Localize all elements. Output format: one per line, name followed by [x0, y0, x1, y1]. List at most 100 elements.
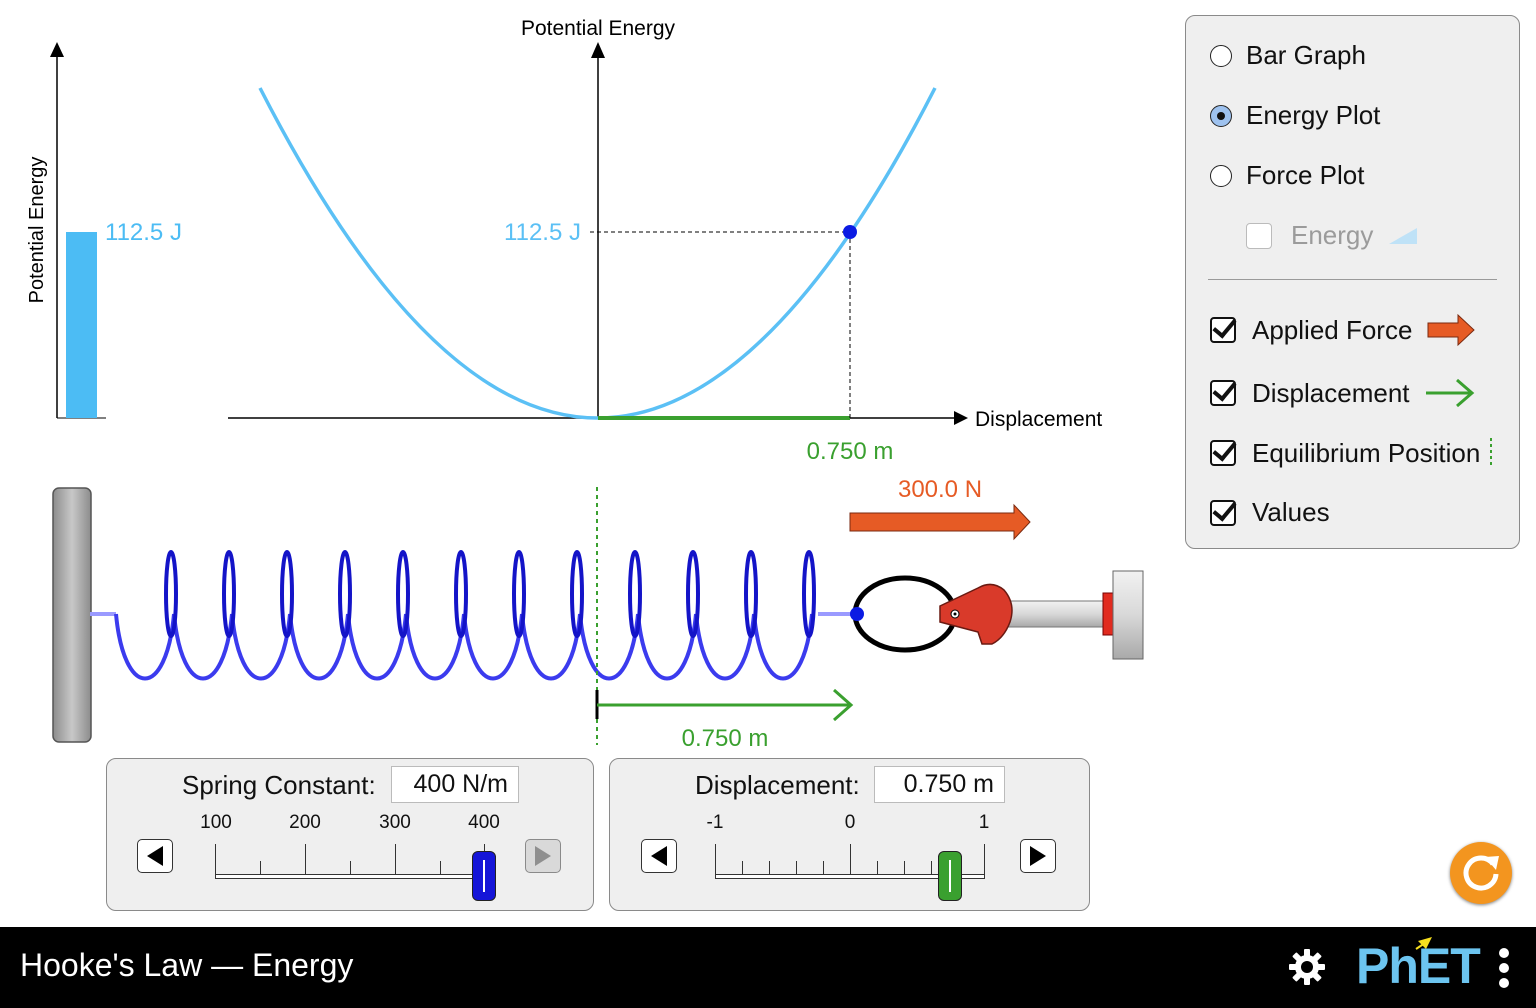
force-plot-label: Force Plot — [1246, 160, 1365, 190]
energy-plot-value-label: 112.5 J — [504, 219, 581, 246]
values-checkbox-box[interactable] — [1210, 499, 1236, 526]
spring-coil-back-segment — [404, 613, 466, 681]
spring-coil-front-segment — [686, 550, 700, 638]
applied-force-arrow-icon — [1427, 313, 1476, 347]
spring-constant-increase-button[interactable] — [525, 839, 561, 873]
force-plot-radio[interactable]: Force Plot — [1210, 160, 1365, 191]
applied-force-arrow — [849, 503, 1031, 541]
spring-coil-back-segment — [230, 613, 292, 681]
spring-constant-tick-100: 100 — [200, 812, 232, 833]
spring-coil-back-segment — [752, 613, 814, 681]
values-checkbox[interactable]: Values — [1210, 497, 1330, 528]
spring-coil-front-segment — [222, 550, 236, 638]
values-label: Values — [1252, 497, 1330, 527]
spring-coil-front-segment — [628, 550, 642, 638]
energy-bar-graph: Potential Energy 112.5 J — [26, 42, 182, 419]
wall — [52, 487, 92, 743]
spring-coil-front-segment — [396, 550, 410, 638]
equilibrium-line-icon — [1490, 438, 1493, 468]
reset-icon — [1463, 855, 1499, 891]
spring-coil-back-segment — [578, 613, 640, 681]
displacement-slider-thumb[interactable] — [938, 851, 962, 901]
spring-constant-decrease-button[interactable] — [137, 839, 173, 873]
displacement-label: Displacement — [1252, 377, 1410, 408]
energy-plot-radio[interactable]: Energy Plot — [1210, 100, 1380, 131]
spring-constant-control: Spring Constant: 400 N/m 100 200 300 400 — [106, 758, 594, 911]
settings-gear-icon[interactable] — [1287, 947, 1327, 987]
displacement-control-title: Displacement: — [695, 770, 860, 800]
energy-point — [843, 225, 857, 239]
displacement-decrease-button[interactable] — [641, 839, 677, 873]
energy-plot-displacement-label: 0.750 m — [807, 438, 894, 465]
left-arrow-icon — [651, 846, 667, 866]
displacement-value-label: 0.750 m — [682, 725, 769, 752]
energy-plot-x-axis-label: Displacement — [975, 408, 1102, 431]
applied-force-checkbox[interactable]: Applied Force — [1210, 313, 1476, 347]
spring-coil-back-segment — [288, 613, 350, 681]
spring-scene: 300.0 N 0.750 m — [52, 476, 1144, 752]
robot-hand[interactable] — [939, 583, 1013, 645]
energy-plot-label: Energy Plot — [1246, 100, 1381, 130]
energy-plot-radio-button[interactable] — [1210, 104, 1232, 127]
spring-coil-front-segment — [744, 550, 758, 638]
bar-graph-label: Bar Graph — [1246, 40, 1366, 70]
equilibrium-position-checkbox-box[interactable] — [1210, 440, 1236, 466]
spring-coil-back-segment — [346, 613, 408, 681]
spring-coil-back-segment — [636, 613, 698, 681]
spring-coil-front-segment — [454, 550, 468, 638]
bar-graph-radio-button[interactable] — [1210, 44, 1232, 67]
energy-triangle-icon — [1389, 227, 1418, 244]
displacement-checkbox[interactable]: Displacement — [1210, 376, 1476, 410]
spring-constant-track[interactable] — [215, 874, 485, 879]
displacement-tick-0: 0 — [844, 812, 856, 833]
phet-logo[interactable]: PhET — [1354, 935, 1486, 999]
phet-logo-graphic — [1415, 937, 1432, 950]
spring-coil-back-segment — [172, 613, 234, 681]
visual-options-panel: Bar Graph Energy Plot Force Plot Energy … — [1185, 15, 1520, 549]
app-title: Hooke's Law — Energy — [20, 947, 354, 983]
displacement-tick-1: 1 — [978, 812, 990, 833]
equilibrium-position-label: Equilibrium Position — [1252, 437, 1481, 468]
equilibrium-position-checkbox[interactable]: Equilibrium Position — [1210, 437, 1494, 469]
phet-logo-text: PhET — [1356, 938, 1481, 994]
spring-coil — [114, 550, 816, 681]
panel-divider — [1208, 279, 1497, 280]
spring-coil-front-segment — [802, 550, 816, 638]
displacement-tick-minus-1: -1 — [706, 812, 724, 833]
more-options-icon[interactable] — [1496, 947, 1512, 989]
spring-constant-title: Spring Constant: — [182, 770, 376, 800]
reset-all-button[interactable] — [1450, 842, 1512, 904]
displacement-checkbox-box[interactable] — [1210, 380, 1236, 406]
spring-coil-back-segment — [520, 613, 582, 681]
energy-checkbox-box — [1246, 222, 1272, 249]
displacement-increase-button[interactable] — [1020, 839, 1056, 873]
spring-coil-front-segment — [164, 550, 178, 638]
spring-coil-back-segment — [462, 613, 524, 681]
spring-constant-value: 400 N/m — [391, 766, 519, 803]
left-arrow-icon — [147, 846, 163, 866]
energy-bar-axis-label: Potential Energy — [26, 157, 48, 304]
energy-checkbox-label: Energy — [1291, 220, 1374, 250]
right-arrow-icon — [535, 846, 551, 866]
energy-bar-value-label: 112.5 J — [105, 219, 182, 246]
bar-graph-radio[interactable]: Bar Graph — [1210, 40, 1366, 71]
displacement-control-value: 0.750 m — [874, 766, 1005, 803]
spring-coil-front-segment — [280, 550, 294, 638]
force-plot-radio-button[interactable] — [1210, 164, 1232, 187]
spring-end-point — [850, 607, 864, 621]
spring-coil-front-segment — [512, 550, 526, 638]
applied-force-value-label: 300.0 N — [898, 476, 982, 503]
displacement-track[interactable] — [715, 874, 985, 879]
spring-coil-front-segment — [570, 550, 584, 638]
potential-energy-curve — [258, 87, 937, 420]
robot-base — [1112, 570, 1144, 660]
displacement-arrow-icon — [1425, 378, 1474, 408]
spring-coil-back-segment — [694, 613, 756, 681]
navigation-bar: Hooke's Law — Energy PhET — [0, 927, 1536, 1008]
simulation-canvas: Potential Energy 112.5 J Potential Energ… — [26, 17, 1144, 752]
spring-constant-tick-400: 400 — [468, 812, 500, 833]
spring-constant-slider-thumb[interactable] — [472, 851, 496, 901]
applied-force-checkbox-box[interactable] — [1210, 317, 1236, 343]
robot-rod — [999, 600, 1109, 628]
right-arrow-icon — [1030, 846, 1046, 866]
